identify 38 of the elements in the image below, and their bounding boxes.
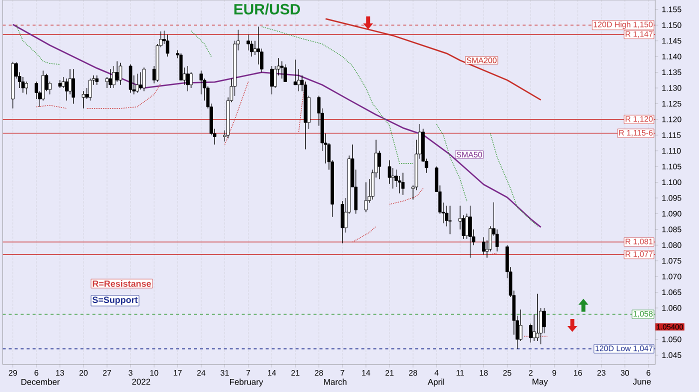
text: February [230,378,264,386]
annotation: R=Resistanse [92,280,151,287]
candlestick [284,64,287,82]
candlestick [280,60,284,79]
candlestick [95,74,99,85]
candlestick [118,62,122,85]
candlestick [482,236,486,255]
text: April [428,378,444,386]
text: 2022 [132,378,150,384]
candlestick [401,172,405,195]
text: December [21,378,60,385]
candlestick [364,182,368,212]
candlestick [448,205,452,234]
candlestick [142,67,146,92]
candlestick [21,76,25,93]
candlestick [108,68,112,88]
candlestick [88,78,92,101]
candlestick [112,66,116,88]
candlestick [128,64,132,93]
candlestick [536,293,540,342]
candlestick [468,205,472,258]
candlestick [270,66,274,94]
text: May [532,378,548,386]
text: March [324,378,346,385]
chart-title: EUR/USD [234,3,300,14]
candlestick [136,73,139,93]
candlestick [11,61,15,108]
candlestick [72,68,76,104]
line-series [324,18,542,100]
candlestick [186,66,190,92]
candlestick [24,81,28,94]
annotation: S=Support [92,296,138,305]
candlestick [340,200,344,244]
candlestick [82,90,86,108]
candlestick [138,72,142,90]
text: June [632,378,651,384]
candlestick [58,80,62,88]
candlestick [166,34,170,57]
